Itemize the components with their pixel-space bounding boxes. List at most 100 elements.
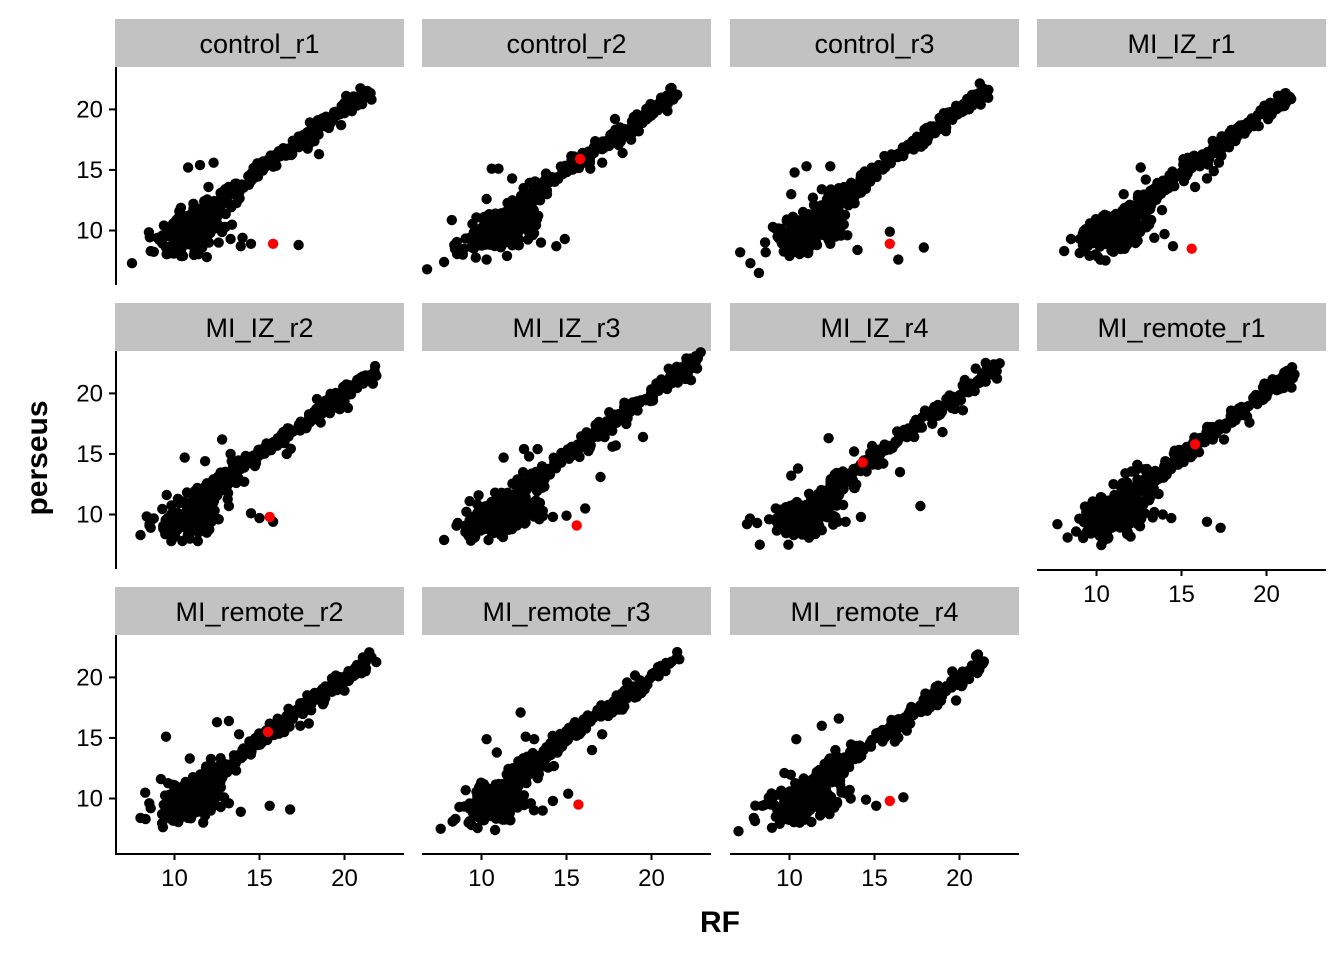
data-point — [528, 183, 540, 195]
data-point — [493, 163, 504, 174]
data-point — [972, 649, 984, 660]
data-point — [900, 713, 911, 724]
data-point — [523, 451, 535, 462]
data-point — [1077, 239, 1089, 251]
data-point — [438, 256, 450, 268]
data-point — [779, 767, 790, 779]
data-point — [767, 221, 779, 233]
data-point — [791, 734, 802, 745]
data-point — [816, 720, 827, 731]
data-point — [824, 200, 836, 211]
data-point — [481, 254, 492, 265]
data-point — [520, 731, 531, 742]
data-point — [1140, 174, 1152, 185]
data-point — [808, 504, 819, 515]
data-point — [245, 238, 257, 249]
data-point — [438, 534, 450, 546]
facet-strip — [115, 303, 404, 351]
data-point — [906, 701, 917, 713]
x-tick-label: 10 — [161, 865, 188, 892]
data-point — [497, 503, 508, 514]
data-point — [454, 801, 465, 813]
data-point — [144, 232, 155, 243]
data-point — [483, 534, 494, 546]
data-point — [1123, 503, 1134, 515]
data-point — [534, 195, 546, 206]
data-point — [1186, 162, 1197, 174]
data-point — [898, 792, 909, 803]
data-point — [852, 244, 863, 256]
data-point — [460, 233, 471, 244]
data-point — [465, 518, 476, 530]
data-point — [880, 162, 891, 173]
data-point — [495, 235, 506, 247]
data-point — [970, 363, 981, 374]
data-point — [871, 800, 882, 811]
data-point — [1208, 166, 1220, 177]
data-point — [586, 744, 598, 756]
data-point — [791, 806, 802, 817]
data-point — [879, 439, 890, 450]
data-point — [330, 670, 341, 681]
data-point — [224, 188, 236, 199]
data-point — [1189, 181, 1201, 193]
data-point — [199, 810, 211, 821]
data-point — [969, 385, 980, 397]
data-point — [794, 248, 805, 260]
data-point — [283, 423, 295, 434]
data-point — [192, 535, 203, 547]
data-point — [1226, 126, 1237, 138]
data-point — [967, 95, 978, 106]
data-point — [842, 230, 853, 241]
data-point — [238, 182, 249, 193]
points-group — [735, 78, 994, 279]
data-point — [786, 470, 797, 481]
data-point — [922, 409, 933, 420]
points-group — [733, 649, 990, 837]
data-point — [1135, 162, 1146, 173]
data-point — [855, 170, 867, 181]
data-point — [157, 503, 168, 515]
data-point — [194, 159, 206, 171]
data-point — [754, 539, 765, 550]
data-point — [1096, 492, 1107, 503]
data-point — [145, 245, 156, 257]
data-point — [786, 189, 797, 200]
data-point — [1166, 462, 1177, 473]
x-tick-label: 20 — [331, 865, 358, 892]
data-point — [685, 363, 697, 374]
data-point — [561, 735, 572, 746]
data-point — [193, 495, 205, 507]
data-point — [619, 701, 630, 712]
data-point — [595, 429, 606, 440]
data-point — [884, 226, 895, 237]
highlight-point — [267, 238, 279, 249]
y-tick-label: 15 — [76, 725, 103, 752]
data-point — [203, 181, 214, 193]
data-point — [1167, 241, 1179, 252]
data-point — [498, 797, 509, 808]
data-point — [164, 795, 175, 807]
data-point — [906, 425, 917, 437]
points-group — [438, 347, 706, 546]
data-point — [189, 800, 200, 811]
data-point — [843, 468, 854, 479]
data-point — [559, 165, 570, 176]
data-point — [189, 209, 200, 221]
data-point — [1236, 403, 1247, 414]
data-point — [1089, 501, 1101, 512]
data-point — [757, 800, 768, 811]
facet-strip — [730, 19, 1019, 67]
data-point — [794, 227, 805, 239]
x-tick-label: 15 — [1168, 581, 1195, 608]
data-point — [335, 119, 347, 131]
x-tick-label: 10 — [776, 865, 803, 892]
data-point — [473, 490, 484, 501]
data-point — [247, 735, 258, 747]
data-point — [483, 794, 495, 805]
data-point — [655, 97, 666, 108]
data-point — [663, 363, 674, 374]
data-point — [201, 251, 212, 263]
